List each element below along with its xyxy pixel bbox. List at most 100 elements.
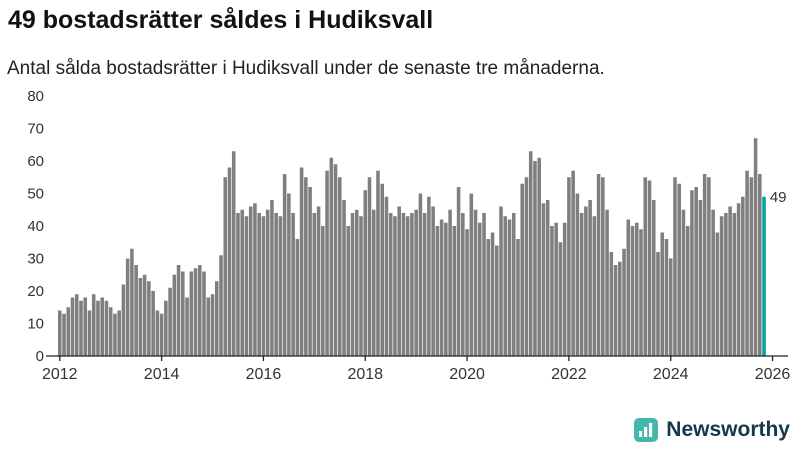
bar bbox=[605, 209, 609, 356]
bar bbox=[732, 213, 737, 356]
bar bbox=[210, 294, 215, 356]
bar bbox=[651, 200, 656, 356]
bar bbox=[550, 226, 554, 356]
bar bbox=[202, 271, 206, 356]
bar bbox=[541, 203, 546, 356]
bar bbox=[257, 213, 261, 356]
bar bbox=[66, 307, 71, 356]
bar bbox=[558, 242, 563, 356]
bar bbox=[630, 226, 635, 356]
bar bbox=[745, 170, 749, 356]
y-tick-label: 0 bbox=[36, 348, 44, 365]
bar bbox=[677, 183, 681, 356]
bar bbox=[639, 229, 643, 356]
bar bbox=[520, 183, 525, 356]
bar bbox=[461, 213, 465, 356]
bar bbox=[142, 274, 147, 356]
bar bbox=[418, 193, 423, 356]
bar bbox=[647, 180, 652, 356]
bar bbox=[753, 138, 758, 356]
bar bbox=[261, 216, 266, 356]
bar bbox=[465, 229, 469, 356]
bar bbox=[214, 281, 219, 356]
x-tick-label: 2012 bbox=[42, 366, 78, 383]
bar bbox=[719, 216, 724, 356]
bar bbox=[728, 206, 732, 356]
bar bbox=[295, 239, 300, 356]
bar bbox=[359, 216, 363, 356]
bar bbox=[724, 213, 728, 356]
bar bbox=[656, 252, 660, 356]
bar bbox=[376, 170, 380, 356]
bar bbox=[172, 274, 177, 356]
bar bbox=[562, 222, 567, 356]
bar bbox=[431, 206, 435, 356]
bar bbox=[240, 209, 244, 356]
x-tick-label: 2026 bbox=[755, 366, 791, 383]
x-tick-label: 2016 bbox=[246, 366, 282, 383]
bar bbox=[702, 174, 707, 356]
bar bbox=[643, 177, 648, 356]
y-tick-label: 10 bbox=[27, 316, 44, 333]
bar bbox=[749, 177, 754, 356]
bar bbox=[528, 151, 533, 356]
bar bbox=[316, 206, 321, 356]
bar bbox=[762, 196, 766, 356]
bar bbox=[70, 297, 75, 356]
bar bbox=[312, 213, 317, 356]
bar bbox=[405, 216, 410, 356]
bar bbox=[321, 226, 325, 356]
bar bbox=[388, 213, 393, 356]
bar bbox=[265, 209, 270, 356]
bar bbox=[58, 310, 62, 356]
x-tick-label: 2014 bbox=[144, 366, 180, 383]
newsworthy-logo-icon bbox=[634, 418, 659, 442]
y-tick-label: 20 bbox=[27, 283, 44, 300]
bar bbox=[681, 209, 686, 356]
bar bbox=[685, 226, 690, 356]
bar bbox=[278, 216, 283, 356]
bar bbox=[371, 209, 376, 356]
bar bbox=[588, 200, 592, 356]
bar bbox=[401, 213, 406, 356]
bar bbox=[270, 200, 274, 356]
bar bbox=[410, 213, 414, 356]
bar bbox=[601, 177, 605, 356]
bar bbox=[715, 232, 720, 356]
bar bbox=[486, 239, 491, 356]
x-tick-label: 2020 bbox=[449, 366, 485, 383]
bar bbox=[524, 177, 529, 356]
bar bbox=[660, 232, 665, 356]
y-tick-label: 40 bbox=[27, 218, 44, 235]
bar bbox=[363, 190, 368, 356]
bar bbox=[287, 193, 291, 356]
bar bbox=[482, 213, 486, 356]
bar bbox=[444, 222, 448, 356]
bar bbox=[185, 297, 189, 356]
y-tick-label: 60 bbox=[27, 153, 44, 170]
bar bbox=[227, 167, 232, 356]
bar bbox=[758, 174, 762, 356]
bar bbox=[571, 170, 575, 356]
bar bbox=[138, 278, 143, 356]
bar bbox=[439, 219, 444, 356]
bar bbox=[575, 193, 580, 356]
bar bbox=[164, 300, 168, 356]
brand-name: Newsworthy bbox=[666, 418, 790, 441]
bar bbox=[741, 196, 745, 356]
bar bbox=[333, 164, 338, 356]
bar bbox=[125, 258, 130, 356]
bar bbox=[478, 222, 482, 356]
bar bbox=[367, 177, 372, 356]
x-tick-label: 2024 bbox=[653, 366, 689, 383]
y-tick-label: 70 bbox=[27, 121, 44, 138]
bar bbox=[707, 177, 711, 356]
bar bbox=[380, 183, 385, 356]
brand-footer: Newsworthy bbox=[633, 417, 790, 443]
bar bbox=[253, 203, 257, 356]
bar bbox=[422, 213, 427, 356]
bar-chart: 0 10 20 30 40 50 60 70 80 2012 2014 2016 2018 2020 202… bbox=[27, 88, 791, 383]
page-title: 49 bostadsrätter såldes i Hudiksvall bbox=[8, 6, 434, 34]
bar bbox=[193, 268, 198, 356]
bar bbox=[134, 265, 138, 356]
